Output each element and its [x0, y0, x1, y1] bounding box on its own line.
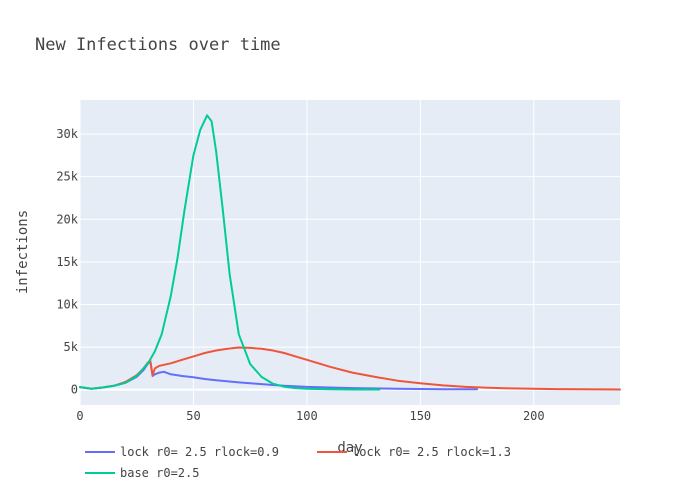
x-tick-label: 150 — [409, 409, 431, 423]
y-axis-title: infections — [15, 210, 31, 294]
legend: lock r0= 2.5 rlock=0.9 lock r0= 2.5 rlock… — [85, 445, 511, 480]
x-tick-label: 0 — [76, 409, 83, 423]
legend-item[interactable]: base r0=2.5 — [85, 466, 199, 480]
y-tick-label: 20k — [56, 212, 78, 226]
series-line-3 — [79, 114, 381, 391]
y-tick-label: 0 — [71, 383, 78, 397]
series-group — [79, 114, 621, 391]
y-tick-label: 25k — [56, 170, 78, 184]
legend-label: lock r0= 2.5 rlock=0.9 — [120, 445, 279, 459]
y-tick-label: 30k — [56, 127, 78, 141]
x-tick-label: 50 — [186, 409, 200, 423]
y-tick-label: 15k — [56, 255, 78, 269]
legend-item[interactable]: lock r0= 2.5 rlock=1.3 — [317, 445, 511, 459]
chart-title: New Infections over time — [35, 35, 281, 55]
x-axis-ticks: 0 50 100 150 200 — [76, 409, 544, 423]
y-tick-label: 10k — [56, 297, 78, 311]
y-tick-label: 5k — [64, 340, 79, 354]
y-axis-ticks: 0 5k 10k 15k 20k 25k 30k — [56, 127, 78, 397]
x-tick-label: 100 — [296, 409, 318, 423]
legend-label: base r0=2.5 — [120, 466, 199, 480]
legend-label: lock r0= 2.5 rlock=1.3 — [352, 445, 511, 459]
x-tick-label: 200 — [523, 409, 545, 423]
legend-item[interactable]: lock r0= 2.5 rlock=0.9 — [85, 445, 279, 459]
plot-area — [80, 100, 620, 405]
